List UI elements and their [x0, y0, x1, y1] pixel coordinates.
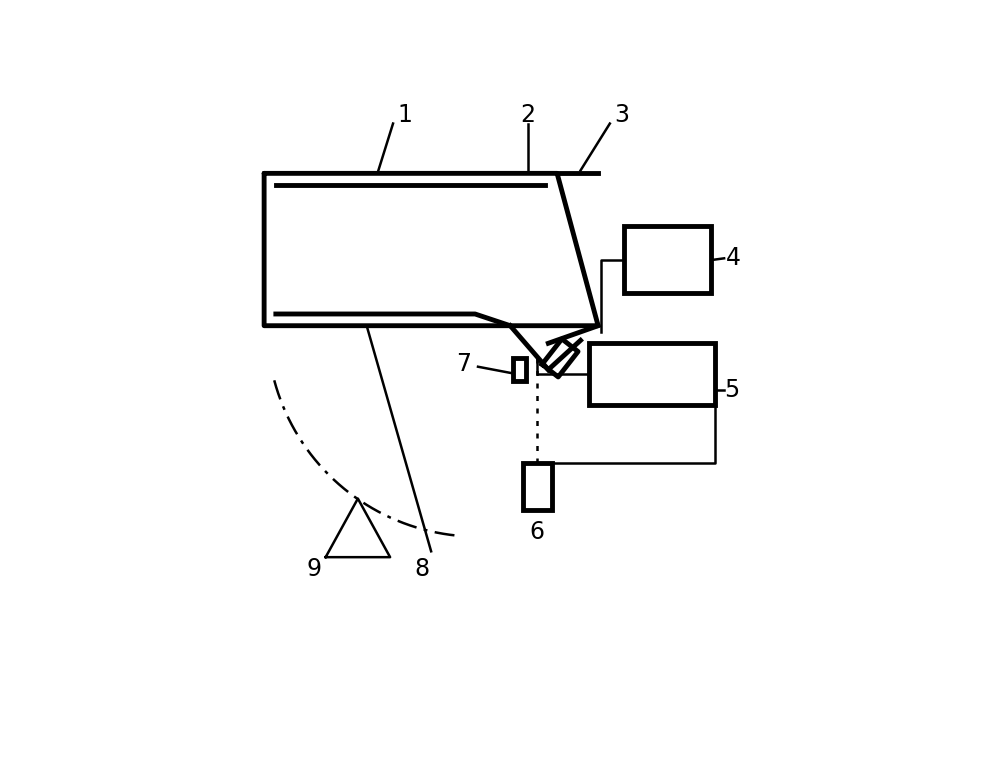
Text: 3: 3 [614, 103, 629, 127]
Bar [514, 358, 526, 381]
Text: 8: 8 [415, 557, 430, 581]
Text: 7: 7 [456, 352, 471, 376]
Text: 2: 2 [521, 103, 536, 127]
Text: 9: 9 [306, 557, 321, 581]
Bar [589, 343, 715, 405]
Text: 1: 1 [398, 103, 412, 127]
Bar [523, 463, 553, 511]
Text: 4: 4 [725, 247, 740, 270]
Bar [624, 226, 711, 294]
Text: 6: 6 [529, 520, 544, 544]
Text: 5: 5 [724, 378, 739, 402]
